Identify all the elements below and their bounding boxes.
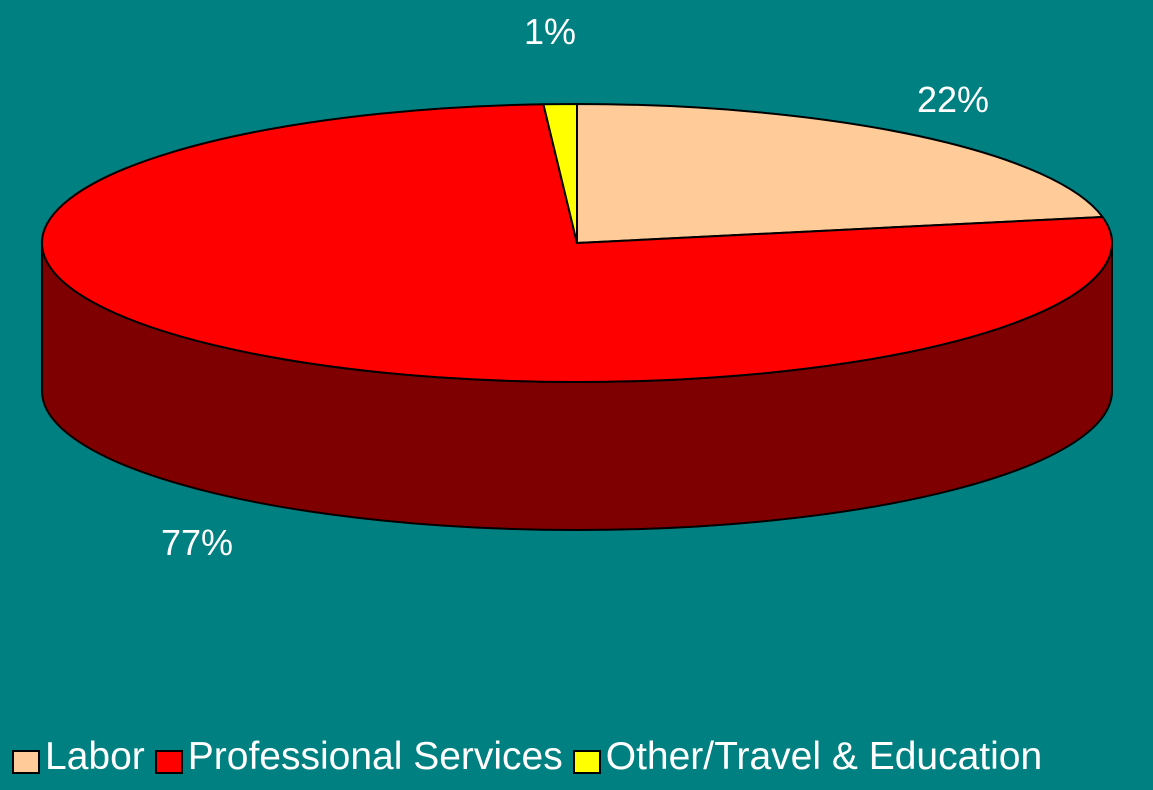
pie-slice-other-travel-education — [542, 102, 578, 244]
data-label-other-travel-education: 1% — [524, 11, 576, 52]
legend-label-labor: Labor — [45, 735, 145, 778]
legend-swatch-other-travel-education — [572, 750, 601, 774]
data-label-professional-services: 77% — [161, 522, 233, 563]
legend-swatch-labor — [12, 750, 40, 774]
data-label-labor: 22% — [917, 79, 989, 120]
legend-label-other-travel-education: Other/Travel & Education — [605, 735, 1043, 778]
pie-slice-labor — [576, 103, 1104, 244]
legend-label-professional-services: Professional Services — [187, 735, 563, 778]
legend-swatch-professional-services — [154, 750, 183, 774]
legend-item-professional-services: Professional Services — [154, 734, 563, 780]
pie-top-faces — [40, 102, 1113, 383]
legend-item-other-travel-education: Other/Travel & Education — [572, 734, 1043, 780]
pie-data-labels: 22% 77% 1% — [161, 11, 989, 563]
legend-item-labor: Labor — [12, 734, 145, 780]
pie-chart: 22% 77% 1% — [40, 11, 1113, 563]
chart-legend: Labor Professional Services Other/Travel… — [12, 734, 1052, 780]
